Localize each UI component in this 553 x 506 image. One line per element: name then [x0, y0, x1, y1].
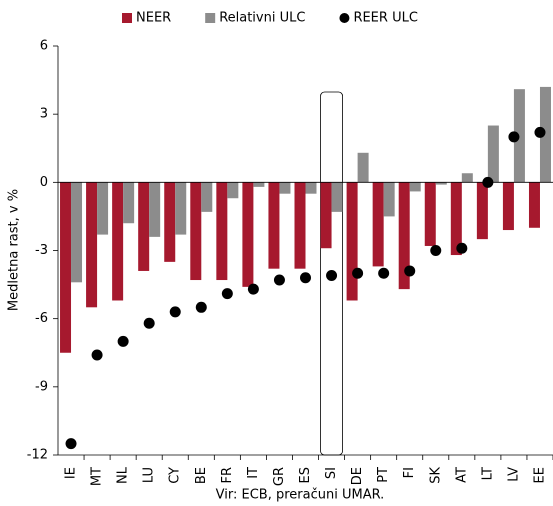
- bar: [476, 182, 488, 240]
- x-tick-label: PT: [376, 467, 391, 483]
- dot: [534, 126, 546, 138]
- x-tick-label: LT: [480, 467, 495, 480]
- dot: [195, 301, 207, 313]
- bar: [305, 182, 317, 194]
- bar: [149, 182, 161, 237]
- y-tick-label: -6: [35, 311, 48, 326]
- x-tick-label: IT: [246, 467, 261, 479]
- x-tick-label: LV: [506, 467, 521, 482]
- dot: [117, 335, 129, 347]
- dot: [143, 317, 155, 329]
- bar: [60, 182, 72, 353]
- x-tick-label: AT: [454, 467, 469, 483]
- dot: [430, 245, 442, 256]
- bar: [320, 182, 332, 249]
- dot: [91, 349, 103, 361]
- x-tick-label: SK: [428, 467, 443, 484]
- bar: [435, 182, 447, 185]
- bar: [175, 182, 187, 235]
- bar: [461, 173, 473, 183]
- bar: [357, 152, 369, 183]
- bar: [86, 182, 98, 308]
- bar: [112, 182, 124, 301]
- dot: [326, 269, 338, 281]
- bar: [138, 182, 150, 271]
- bar: [409, 182, 421, 192]
- source-note: Vir: ECB, preračuni UMAR.: [216, 488, 385, 503]
- x-tick-label: GR: [272, 467, 287, 486]
- y-tick-label: -9: [35, 379, 48, 394]
- x-tick-label: ES: [298, 467, 313, 483]
- dot: [352, 267, 364, 279]
- y-tick-label: 3: [40, 107, 48, 122]
- bar: [424, 182, 436, 246]
- bar: [71, 182, 83, 283]
- bar: [227, 182, 239, 199]
- dot: [65, 438, 77, 450]
- y-tick-label: 0: [40, 175, 48, 190]
- bar: [97, 182, 109, 235]
- bar: [123, 182, 135, 224]
- legend-marker: [122, 13, 132, 23]
- bar: [216, 182, 228, 281]
- bar: [346, 182, 358, 301]
- bar: [253, 182, 265, 187]
- x-tick-label: FI: [402, 467, 417, 478]
- y-tick-label: -12: [27, 448, 48, 463]
- dot: [247, 283, 259, 295]
- bar: [201, 182, 213, 212]
- bar: [502, 182, 514, 231]
- x-tick-label: LU: [142, 467, 157, 483]
- dot: [404, 265, 416, 277]
- x-tick-label: NL: [116, 466, 131, 484]
- bar: [279, 182, 291, 194]
- bar: [268, 182, 280, 269]
- bar: [450, 182, 462, 256]
- legend-label: Relativni ULC: [219, 11, 305, 26]
- x-tick-label: FR: [220, 467, 235, 484]
- legend-marker: [205, 13, 216, 23]
- legend-marker: [339, 13, 350, 23]
- dot: [169, 306, 181, 318]
- dot: [456, 242, 468, 254]
- dot: [221, 288, 233, 300]
- bar: [487, 125, 499, 183]
- dot: [508, 131, 520, 143]
- x-tick-label: BE: [194, 467, 209, 484]
- bar: [383, 182, 395, 217]
- x-tick-label: MT: [90, 467, 105, 486]
- y-axis-label: Medletna rast, v %: [7, 189, 22, 311]
- x-tick-label: IE: [64, 467, 79, 479]
- dot: [300, 272, 311, 284]
- bar: [528, 182, 540, 228]
- x-tick-label: CY: [168, 467, 183, 484]
- bar: [331, 182, 343, 212]
- dot: [378, 267, 390, 279]
- dot: [273, 274, 285, 286]
- bar: [372, 182, 384, 267]
- legend-label: NEER: [136, 11, 171, 26]
- x-tick-label: DE: [350, 467, 365, 485]
- bar: [539, 86, 551, 183]
- x-tick-label: SI: [324, 467, 339, 479]
- bar: [190, 182, 202, 281]
- y-tick-label: 6: [40, 39, 48, 54]
- bar: [164, 182, 176, 262]
- legend-label: REER ULC: [353, 11, 417, 26]
- bar: [513, 89, 525, 183]
- bar: [242, 182, 254, 287]
- y-tick-label: -3: [35, 243, 48, 258]
- bar: [294, 182, 306, 269]
- bar: [398, 182, 410, 290]
- x-tick-label: EE: [532, 467, 547, 483]
